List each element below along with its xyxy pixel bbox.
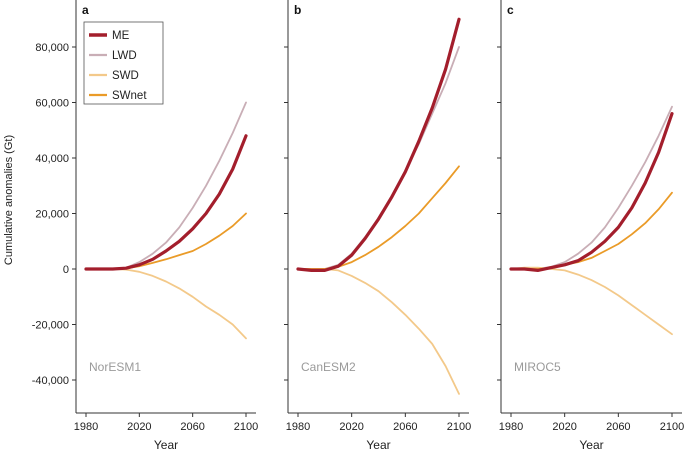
legend-label-swnet: SWnet [112, 90, 147, 102]
y-tick-label: -40,000 [32, 375, 69, 387]
y-tick-label: 0 [63, 264, 69, 276]
y-tick-label: -20,000 [32, 320, 69, 332]
y-axis-label: Cumulative anomalies (Gt) [3, 135, 15, 265]
panel-c: 1980 2020 2060 2100 Year c MIROC5 [497, 0, 684, 452]
x-tick-label: 2100 [447, 421, 471, 433]
legend-label-lwd: LWD [112, 50, 137, 62]
series-line-swd [85, 268, 247, 340]
model-name: CanESM2 [301, 360, 356, 374]
series-line-me [296, 17, 461, 272]
x-tick-label: 2020 [339, 421, 363, 433]
model-name: NorESM1 [89, 360, 141, 374]
series-line-lwd [510, 105, 673, 270]
y-tick-label: 60,000 [35, 98, 69, 110]
x-tick-label: 2060 [393, 421, 417, 433]
model-name: MIROC5 [514, 360, 561, 374]
x-axis-label: Year [154, 438, 178, 452]
x-axis-label: Year [579, 438, 603, 452]
x-tick-label: 2020 [552, 421, 576, 433]
legend-label-swd: SWD [112, 70, 139, 82]
x-tick-label: 1980 [286, 421, 310, 433]
panel-a: 80,000 60,000 40,000 20,000 0 -20,000 -40,000 1… [32, 0, 258, 452]
series-line-me [84, 134, 248, 271]
x-tick-label: 2020 [127, 421, 151, 433]
y-tick-label: 40,000 [35, 153, 69, 165]
panel-letter: c [507, 3, 514, 17]
panel-letter: a [82, 3, 89, 17]
series-line-swnet [510, 191, 673, 270]
x-tick-label: 2100 [660, 421, 684, 433]
y-tick-label: 80,000 [35, 42, 69, 54]
x-tick-label: 1980 [74, 421, 98, 433]
legend-label-me: ME [112, 30, 130, 42]
legend: ME LWD SWD SWnet [83, 21, 164, 105]
x-tick-label: 2060 [606, 421, 630, 433]
x-tick-label: 2060 [180, 421, 204, 433]
panel-letter: b [294, 3, 301, 17]
panels: 80,000 60,000 40,000 20,000 0 -20,000 -40,000 1… [32, 0, 684, 452]
series-line-me [509, 111, 674, 272]
panel-b: 1980 2020 2060 2100 Year b CanESM2 [284, 0, 471, 452]
series-line-swd [297, 268, 460, 395]
x-tick-label: 2100 [234, 421, 258, 433]
series-line-lwd [297, 46, 460, 270]
series-line-swd [510, 266, 673, 336]
x-tick-label: 1980 [499, 421, 523, 433]
y-tick-label: 20,000 [35, 209, 69, 221]
x-axis-label: Year [366, 438, 390, 452]
